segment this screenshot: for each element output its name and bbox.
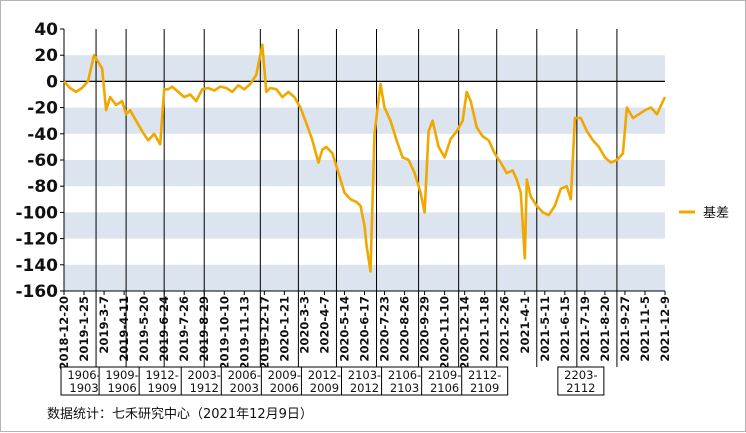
y-tick-label: -160 xyxy=(15,282,58,302)
x-tick-label: 2019-10-10 xyxy=(217,296,231,370)
contract-label-text: 1909- xyxy=(105,368,138,382)
x-tick-label: 2019-1-25 xyxy=(77,296,91,362)
x-tick-label: 2021-9-27 xyxy=(618,296,632,362)
y-tick-label: 20 xyxy=(34,46,58,66)
x-tick-label: 2020-9-29 xyxy=(418,296,432,362)
x-tick-label: 2019-4-11 xyxy=(117,296,131,362)
contract-label-text: 2012- xyxy=(308,368,341,382)
x-tick-label: 2019-7-26 xyxy=(177,296,191,362)
y-tick-label: -60 xyxy=(27,151,58,171)
contract-label-box xyxy=(138,366,186,396)
contract-label-text: 2109- xyxy=(428,368,461,382)
series-line-basis xyxy=(63,43,667,273)
x-tick-label: 2021-6-15 xyxy=(558,296,572,362)
y-tick-label: -140 xyxy=(15,256,58,276)
y-tick-label: -100 xyxy=(15,203,58,223)
contract-label-text: 1903 xyxy=(69,381,98,395)
grid-band xyxy=(64,55,665,82)
contract-label-text: 1906 xyxy=(107,381,136,395)
contract-label-text: 1909 xyxy=(148,381,177,395)
x-tick-label: 2020-6-17 xyxy=(358,296,372,362)
x-tick-label: 2019-5-20 xyxy=(137,296,151,362)
contract-label-text: 2106- xyxy=(388,368,421,382)
contract-label-box xyxy=(461,366,509,396)
contract-divider-lines xyxy=(95,29,618,367)
contract-label-text: 2103- xyxy=(348,368,381,382)
y-tick-label: -80 xyxy=(27,177,58,197)
x-tick-label: 2020-4-7 xyxy=(317,296,331,354)
contract-label-text: 2006- xyxy=(228,368,261,382)
y-tick-label: -120 xyxy=(15,230,58,250)
x-tick-label: 2020-7-23 xyxy=(378,296,392,362)
contract-label-text: 1906- xyxy=(67,368,100,382)
contract-label-box xyxy=(98,366,146,396)
contract-label-text: 2012 xyxy=(350,381,379,395)
x-axis: 2018-12-20 2019-1-25 2019-3-7 2019-4-11 2019… xyxy=(57,290,672,370)
contract-label-text: 2006 xyxy=(270,381,299,395)
contract-label-text: 2112 xyxy=(566,381,595,395)
x-tick-label: 2021-1-18 xyxy=(478,296,492,362)
x-tick-label: 2020-3-3 xyxy=(297,296,311,354)
legend-label: 基差 xyxy=(703,206,729,221)
contract-label-text: 2003 xyxy=(230,381,259,395)
series-basis xyxy=(63,43,667,273)
x-tick-label: 2020-1-21 xyxy=(277,296,291,362)
x-tick-label: 2020-5-14 xyxy=(337,296,351,362)
x-tick-label: 2021-11-5 xyxy=(638,296,652,362)
x-tick-label: 2019-12-17 xyxy=(257,296,271,370)
y-axis: 40 20 0 -20 -40 -60 -80 -100 -120 -140 -160 xyxy=(15,20,65,302)
y-tick-label: 0 xyxy=(46,72,58,92)
grid-band xyxy=(64,160,665,187)
contract-label-box xyxy=(260,366,308,396)
y-tick-label: 40 xyxy=(34,20,58,40)
x-tick-label: 2021-2-26 xyxy=(498,296,512,362)
contract-label-box xyxy=(220,366,268,396)
contract-label-text: 2203- xyxy=(564,368,597,382)
x-tick-label: 2020-8-26 xyxy=(398,296,412,362)
contract-label-text: 2112- xyxy=(468,368,501,382)
contract-label-text: 1912- xyxy=(145,368,178,382)
x-tick-label: 2019-11-13 xyxy=(237,296,251,370)
contract-label-text: 2003- xyxy=(188,368,221,382)
contract-label-text: 2009- xyxy=(268,368,301,382)
x-tick-label: 2021-7-19 xyxy=(578,296,592,362)
x-tick-label: 2020-12-14 xyxy=(458,296,472,370)
x-tick-label: 2021-12-9 xyxy=(658,296,672,362)
contract-labels: 1906-1903 1909-1906 1912-1909 2003-1912 2006… xyxy=(60,366,605,396)
x-tick-label: 2021-8-20 xyxy=(598,296,612,362)
contract-label-text: 2009 xyxy=(310,381,339,395)
contract-label-text: 2103 xyxy=(390,381,419,395)
contract-label-text: 2106 xyxy=(430,381,459,395)
y-tick-label: -40 xyxy=(27,125,58,145)
x-tick-label: 2021-5-11 xyxy=(538,296,552,362)
contract-label-box xyxy=(300,366,348,396)
contract-label-box xyxy=(557,366,605,396)
x-tick-label: 2020-11-10 xyxy=(438,296,452,370)
contract-label-box xyxy=(180,366,228,396)
x-tick-label: 2021-4-1 xyxy=(518,296,532,354)
contract-label-box xyxy=(381,366,429,396)
legend: 基差 xyxy=(679,206,729,221)
contract-label-text: 1912 xyxy=(190,381,219,395)
x-tick-label: 2019-3-7 xyxy=(97,296,111,354)
x-tick-label: 2018-12-20 xyxy=(57,296,71,370)
grid-bands xyxy=(64,55,665,291)
grid-band xyxy=(64,264,665,291)
y-tick-label: -20 xyxy=(27,99,58,119)
source-note: 数据统计：七禾研究中心（2021年12月9日） xyxy=(47,407,313,422)
contract-label-text: 2109 xyxy=(470,381,499,395)
